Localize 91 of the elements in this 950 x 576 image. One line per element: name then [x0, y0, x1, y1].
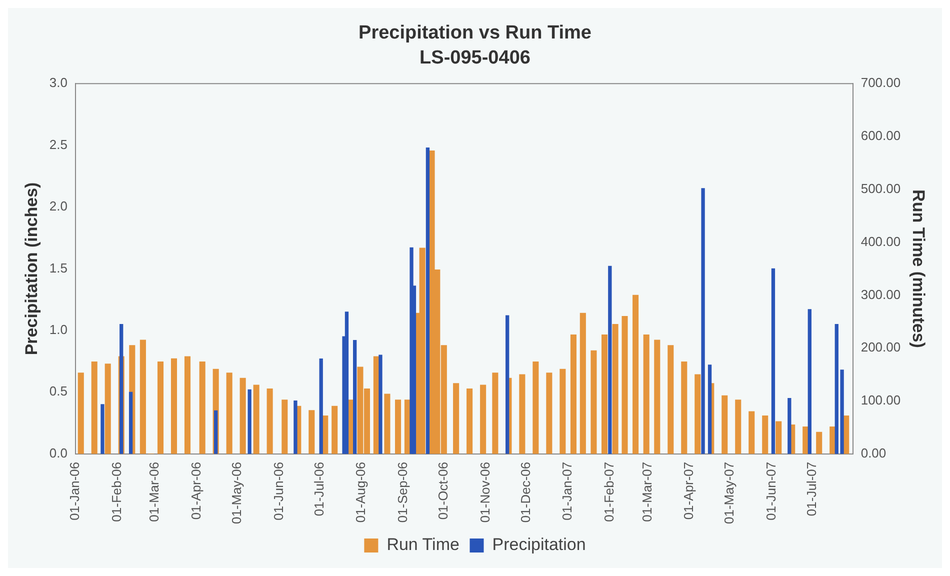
x-tick-label: 01-Apr-07 [681, 462, 696, 520]
bar [668, 345, 674, 454]
bar [226, 372, 232, 454]
bar [248, 389, 252, 454]
y-tick-label: 1.0 [49, 322, 68, 338]
bar [120, 324, 124, 454]
bar [802, 426, 809, 454]
y-tick-label: 2.5 [49, 136, 68, 152]
bar [694, 374, 701, 454]
bar [78, 372, 84, 454]
y2-tick-label: 700.00 [860, 75, 901, 90]
bar [560, 368, 566, 454]
bar [140, 340, 146, 454]
y2-axis-title: Run Time (minutes) [909, 190, 928, 348]
bar [808, 309, 812, 454]
bar [395, 400, 402, 454]
x-tick-label: 01-Aug-06 [353, 462, 368, 523]
bar [580, 312, 586, 454]
bar [654, 340, 660, 454]
bar [632, 294, 639, 454]
x-tick-label: 01-Mar-07 [639, 462, 654, 522]
bar [308, 410, 315, 454]
x-tick-label: 01-Jul-06 [311, 462, 326, 516]
y2-tick-label: 600.00 [860, 128, 901, 144]
bar [590, 350, 597, 454]
bar [771, 268, 776, 454]
x-tick-label: 01-May-06 [229, 462, 244, 524]
y-tick-label: 0.0 [49, 445, 68, 460]
chart-title: Precipitation vs Run Time [358, 22, 592, 44]
bar [466, 388, 473, 454]
bar [319, 358, 323, 454]
x-tick-label: 01-Jun-07 [763, 462, 778, 520]
y2-tick-label: 100.00 [860, 392, 901, 408]
x-tick-label: 01-Jan-07 [560, 462, 575, 520]
chart-subtitle: LS-095-0406 [420, 47, 530, 68]
y-tick-label: 3.0 [49, 75, 68, 90]
bar [643, 334, 650, 454]
y-tick-label: 1.5 [49, 260, 68, 276]
x-tick-label: 01-Feb-07 [601, 462, 616, 522]
bar [532, 361, 539, 454]
legend-label: Run Time [386, 535, 460, 554]
bar [184, 356, 191, 454]
bar [128, 392, 133, 454]
y2-tick-label: 500.00 [860, 180, 901, 196]
bar [492, 372, 498, 454]
bar [266, 388, 273, 454]
bar [748, 411, 755, 454]
bar [344, 312, 349, 454]
x-tick-label: 01-Jul-07 [804, 462, 819, 516]
bar [519, 374, 526, 454]
bar [816, 432, 822, 454]
bar [681, 361, 688, 454]
bar [214, 410, 218, 454]
bar [830, 426, 836, 454]
bar [701, 188, 705, 454]
bar [332, 406, 338, 454]
x-tick-label: 01-Jan-06 [67, 462, 82, 520]
bar [240, 378, 246, 454]
bar [735, 400, 742, 454]
bar [480, 384, 486, 454]
bar [384, 394, 390, 454]
y2-tick-label: 0.00 [860, 445, 886, 460]
y2-tick-label: 400.00 [860, 234, 901, 249]
x-tick-label: 01-Oct-06 [435, 462, 450, 520]
x-tick-label: 01-Dec-06 [518, 462, 533, 523]
bar [453, 383, 460, 454]
bar [91, 361, 98, 454]
y-axis-title: Precipitation (inches) [22, 182, 41, 356]
bar [253, 384, 260, 454]
bar [762, 415, 768, 454]
bar [546, 372, 552, 454]
bar [199, 361, 206, 454]
y2-tick-label: 200.00 [860, 340, 901, 355]
x-tick-label: 01-Apr-06 [188, 462, 204, 520]
x-tick-label: 01-Feb-06 [108, 462, 124, 522]
legend-label: Precipitation [492, 535, 586, 554]
x-tick-label: 01-Jun-06 [270, 462, 286, 520]
bar [776, 421, 782, 454]
x-tick-label: 01-Nov-06 [477, 462, 492, 523]
bar [622, 316, 628, 454]
x-tick-label: 01-May-07 [722, 462, 737, 524]
bar [570, 334, 576, 454]
y2-tick-label: 300.00 [860, 286, 901, 302]
bar [170, 358, 178, 454]
bar [157, 361, 164, 454]
y-tick-label: 2.0 [49, 198, 68, 214]
y-tick-label: 0.5 [49, 384, 68, 399]
x-tick-label: 01-Sep-06 [395, 462, 410, 523]
x-tick-label: 01-Mar-06 [146, 462, 162, 522]
bar [722, 395, 728, 454]
bar [282, 400, 288, 454]
